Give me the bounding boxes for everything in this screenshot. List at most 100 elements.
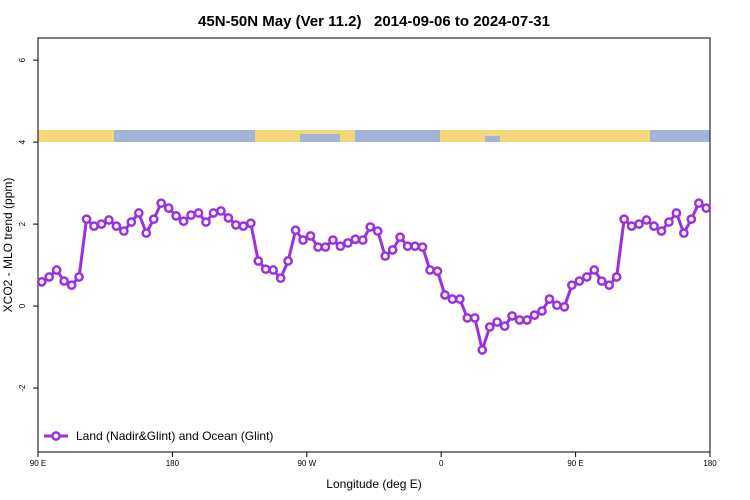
- point: [104, 215, 114, 225]
- point: [469, 313, 480, 323]
- point: [559, 302, 570, 312]
- map-strip: [38, 130, 710, 142]
- point: [260, 264, 271, 275]
- point: [133, 208, 144, 218]
- point: [574, 276, 585, 286]
- point: [671, 208, 682, 218]
- point: [163, 203, 174, 213]
- point: [425, 265, 435, 275]
- point: [387, 245, 398, 255]
- point: [693, 198, 704, 209]
- point: [432, 266, 443, 277]
- point: [440, 290, 450, 300]
- point: [641, 215, 652, 225]
- point: [119, 226, 129, 236]
- point: [701, 203, 712, 213]
- point: [604, 280, 615, 291]
- point: [514, 315, 525, 325]
- point: [81, 214, 92, 225]
- y-tick-label: 6: [18, 57, 27, 62]
- point: [350, 234, 361, 245]
- point: [477, 345, 488, 355]
- point: [44, 272, 55, 282]
- point: [156, 198, 167, 209]
- point: [313, 242, 323, 252]
- x-tick-label: 0: [439, 459, 444, 468]
- y-tick-label: 4: [18, 139, 27, 144]
- chart-title: 45N-50N May (Ver 11.2) 2014-09-06 to 202…: [198, 13, 550, 30]
- point: [634, 219, 644, 229]
- point: [335, 241, 346, 252]
- point: [171, 211, 181, 221]
- point: [343, 238, 353, 248]
- point: [365, 222, 376, 232]
- point: [283, 256, 293, 266]
- point: [649, 221, 659, 231]
- legend-label: Land (Nadir&Glint) and Ocean (Glint): [76, 429, 273, 443]
- y-tick-label: 0: [18, 303, 27, 308]
- point: [193, 208, 204, 218]
- point: [141, 228, 152, 238]
- point: [552, 300, 562, 311]
- point: [544, 294, 555, 304]
- point: [238, 221, 249, 231]
- point: [178, 216, 189, 227]
- point: [499, 321, 510, 332]
- point: [216, 206, 226, 216]
- point: [529, 310, 540, 320]
- point: [253, 256, 264, 266]
- point: [111, 221, 122, 231]
- point: [208, 208, 219, 218]
- x-axis-label: Longitude (deg E): [326, 477, 421, 491]
- point: [96, 219, 107, 229]
- point: [298, 235, 308, 245]
- point: [402, 241, 413, 252]
- point: [611, 272, 622, 282]
- point: [686, 214, 697, 225]
- point: [417, 242, 428, 252]
- point: [126, 217, 137, 227]
- x-tick-label: 180: [703, 459, 717, 468]
- point: [148, 214, 159, 225]
- point: [581, 272, 592, 282]
- point: [59, 276, 69, 286]
- point: [589, 265, 600, 275]
- point: [626, 221, 637, 231]
- point: [223, 213, 234, 223]
- point: [484, 322, 495, 332]
- point: [567, 280, 577, 291]
- point: [596, 276, 607, 286]
- point: [231, 220, 241, 230]
- point: [74, 272, 84, 282]
- x-tick-label: 90 E: [30, 459, 46, 468]
- point: [664, 217, 674, 227]
- legend-marker: [51, 431, 61, 441]
- x-tick-label: 180: [166, 459, 180, 468]
- point: [537, 306, 547, 316]
- point: [447, 294, 458, 304]
- point: [201, 217, 211, 227]
- point: [89, 221, 99, 231]
- point: [290, 225, 301, 236]
- point: [36, 277, 47, 287]
- y-tick-label: -2: [18, 384, 27, 392]
- x-tick-label: 90 E: [567, 459, 583, 468]
- point: [320, 242, 331, 252]
- point: [462, 313, 473, 323]
- point: [268, 265, 279, 275]
- point: [656, 226, 667, 236]
- point: [679, 228, 689, 238]
- point: [51, 265, 62, 275]
- point: [275, 273, 286, 284]
- point: [245, 218, 256, 229]
- point: [455, 294, 465, 304]
- y-tick-label: 2: [18, 221, 27, 226]
- point: [372, 226, 383, 236]
- point: [522, 315, 532, 325]
- point: [66, 280, 77, 291]
- point: [380, 251, 391, 261]
- point: [357, 235, 368, 245]
- point: [395, 232, 405, 243]
- point: [305, 231, 316, 241]
